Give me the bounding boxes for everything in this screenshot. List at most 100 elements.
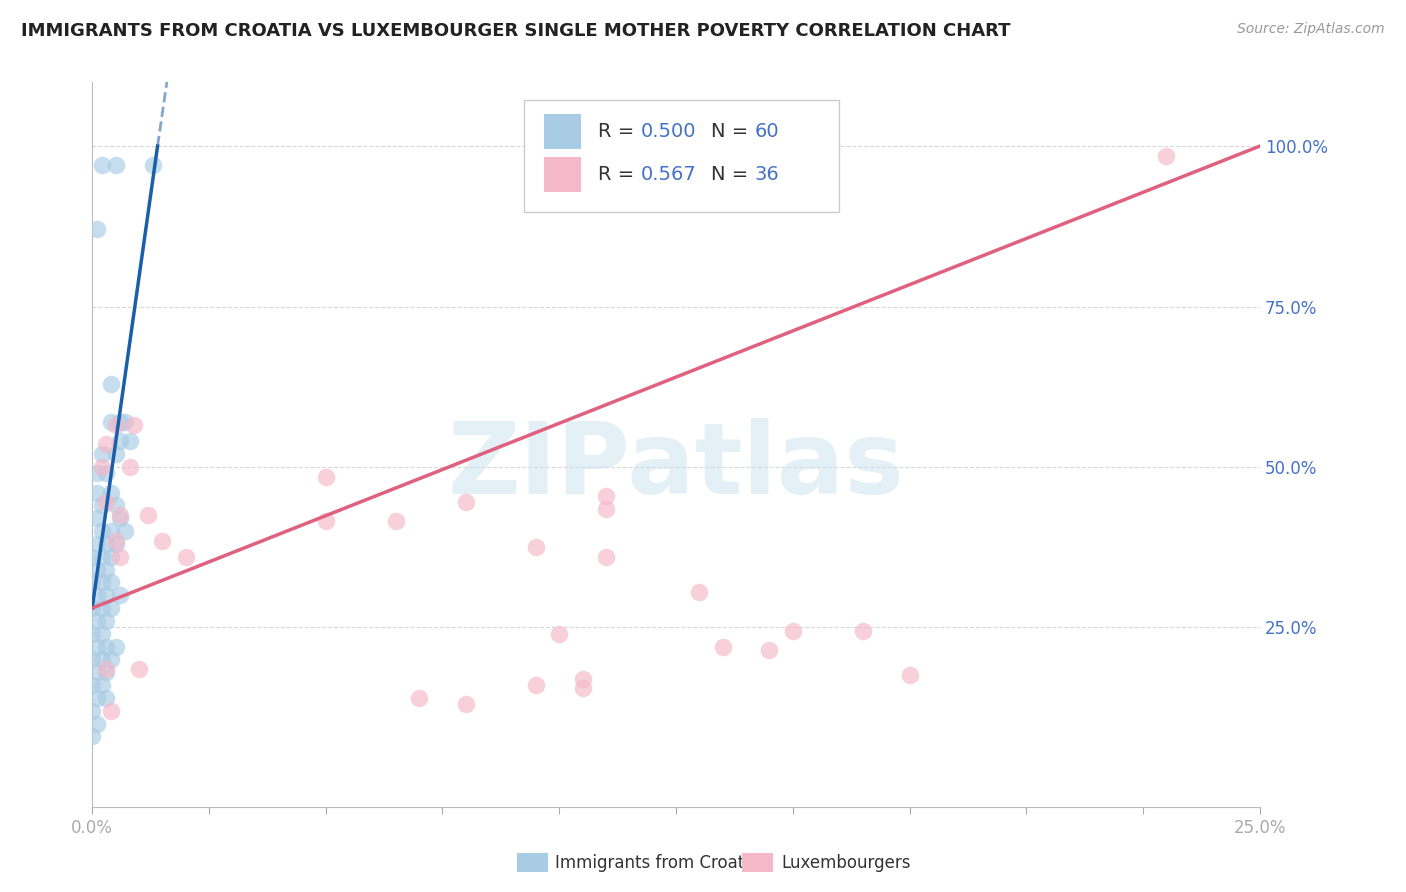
Text: IMMIGRANTS FROM CROATIA VS LUXEMBOURGER SINGLE MOTHER POVERTY CORRELATION CHART: IMMIGRANTS FROM CROATIA VS LUXEMBOURGER … xyxy=(21,22,1011,40)
Point xyxy=(96,662,118,676)
Point xyxy=(595,489,617,503)
Point xyxy=(82,549,104,564)
Point xyxy=(118,459,141,474)
Point xyxy=(104,418,127,433)
Point xyxy=(524,540,547,554)
Point xyxy=(104,158,127,172)
Point xyxy=(96,563,118,577)
Point xyxy=(96,437,118,451)
FancyBboxPatch shape xyxy=(544,114,582,149)
Point xyxy=(100,704,122,718)
Point xyxy=(782,624,804,638)
Point xyxy=(86,716,108,731)
Text: ZIPatlas: ZIPatlas xyxy=(447,417,904,515)
Point xyxy=(122,418,145,433)
Point xyxy=(548,627,571,641)
Point xyxy=(524,678,547,692)
Point xyxy=(315,515,337,529)
Point xyxy=(82,704,104,718)
FancyBboxPatch shape xyxy=(544,157,582,192)
Point xyxy=(82,652,104,666)
Point xyxy=(86,563,108,577)
Point xyxy=(96,665,118,680)
Point xyxy=(100,415,122,429)
Point xyxy=(100,575,122,590)
Point xyxy=(100,524,122,538)
Point xyxy=(174,549,197,564)
Point xyxy=(96,495,118,509)
Point xyxy=(100,652,122,666)
Point xyxy=(108,511,131,525)
Point xyxy=(96,588,118,602)
Point xyxy=(96,537,118,551)
Point xyxy=(90,459,112,474)
Point xyxy=(86,690,108,705)
Point xyxy=(571,672,593,686)
Point xyxy=(1156,149,1178,163)
Point xyxy=(82,627,104,641)
Point xyxy=(86,537,108,551)
Point xyxy=(90,678,112,692)
Point xyxy=(96,640,118,654)
Point xyxy=(86,511,108,525)
Point xyxy=(90,499,112,513)
Text: 36: 36 xyxy=(754,165,779,185)
Point xyxy=(90,158,112,172)
Point xyxy=(595,501,617,516)
Point xyxy=(108,549,131,564)
Point xyxy=(114,524,136,538)
Point xyxy=(118,434,141,449)
Point xyxy=(86,588,108,602)
Text: 0.500: 0.500 xyxy=(641,121,696,141)
Point xyxy=(595,549,617,564)
Point xyxy=(86,665,108,680)
Point xyxy=(90,575,112,590)
Text: R =: R = xyxy=(598,165,640,185)
Text: N =: N = xyxy=(711,165,755,185)
Point xyxy=(96,467,118,481)
Point xyxy=(852,624,875,638)
Point xyxy=(104,447,127,461)
Point xyxy=(82,575,104,590)
Point xyxy=(108,434,131,449)
Point xyxy=(758,643,780,657)
Text: Luxembourgers: Luxembourgers xyxy=(782,854,911,871)
Text: R =: R = xyxy=(598,121,640,141)
Point xyxy=(86,485,108,500)
Point xyxy=(96,614,118,628)
Point xyxy=(100,376,122,391)
Point xyxy=(711,640,734,654)
Point xyxy=(86,467,108,481)
Point xyxy=(688,585,710,599)
Point xyxy=(86,614,108,628)
Point xyxy=(408,690,430,705)
FancyBboxPatch shape xyxy=(524,100,839,212)
Point xyxy=(100,601,122,615)
Point xyxy=(128,662,150,676)
Point xyxy=(898,668,921,682)
Point xyxy=(104,533,127,548)
Text: Source: ZipAtlas.com: Source: ZipAtlas.com xyxy=(1237,22,1385,37)
Point xyxy=(90,627,112,641)
Point xyxy=(454,495,477,509)
Point xyxy=(104,640,127,654)
Point xyxy=(82,730,104,744)
Point xyxy=(150,533,173,548)
Point xyxy=(108,508,131,522)
Point xyxy=(315,469,337,483)
Point xyxy=(384,515,406,529)
Point xyxy=(108,588,131,602)
Text: Immigrants from Croatia: Immigrants from Croatia xyxy=(555,854,759,871)
Point xyxy=(90,549,112,564)
Point xyxy=(571,681,593,696)
Point xyxy=(454,698,477,712)
Text: 0.567: 0.567 xyxy=(641,165,697,185)
Point xyxy=(90,447,112,461)
Text: 60: 60 xyxy=(754,121,779,141)
Point xyxy=(90,652,112,666)
Point xyxy=(86,640,108,654)
Point xyxy=(104,537,127,551)
Point xyxy=(82,601,104,615)
Point xyxy=(90,601,112,615)
Point xyxy=(86,222,108,236)
